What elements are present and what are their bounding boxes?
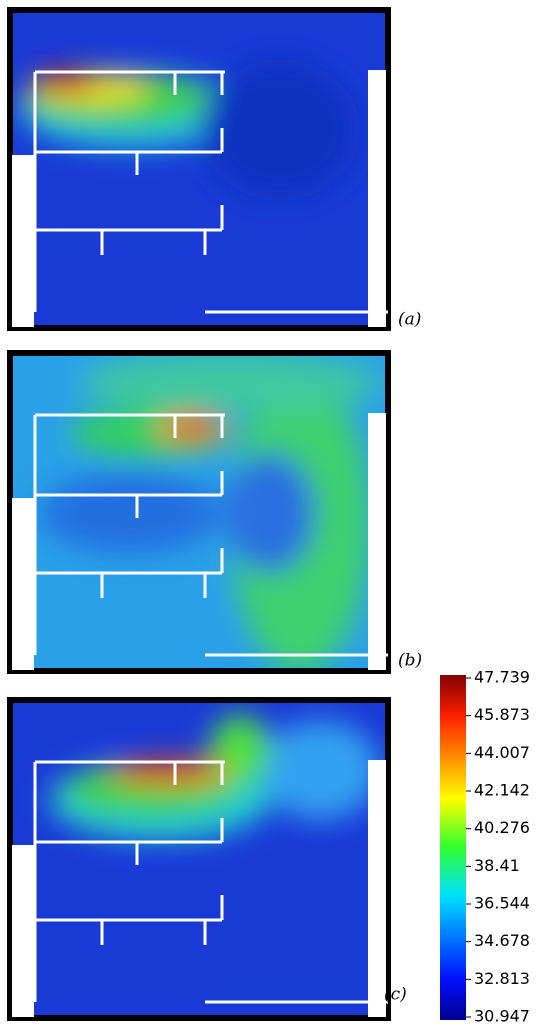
tick-label: 34.678 xyxy=(474,931,530,950)
panel-b: (b) xyxy=(10,353,422,673)
panel-label: (c) xyxy=(384,985,407,1005)
panel-a: (a) xyxy=(10,10,421,330)
tick-label: 38.41 xyxy=(474,856,520,875)
panel-label: (a) xyxy=(398,310,421,330)
figure: (a) (b) (c) 47.73945.87344.00742.14240.2 xyxy=(0,0,559,1030)
panel-label: (b) xyxy=(398,651,422,671)
colorbar xyxy=(440,675,466,1020)
tick-label: 45.873 xyxy=(474,705,530,724)
tick-label: 42.142 xyxy=(474,780,530,799)
tick-label: 44.007 xyxy=(474,743,530,762)
tick-label: 47.739 xyxy=(474,668,530,687)
tick-label: 36.544 xyxy=(474,894,530,913)
tick-label: 40.276 xyxy=(474,818,530,837)
tick-label: 32.813 xyxy=(474,969,530,988)
tick-label: 30.947 xyxy=(474,1007,530,1026)
panel-c: (c) xyxy=(10,700,407,1018)
